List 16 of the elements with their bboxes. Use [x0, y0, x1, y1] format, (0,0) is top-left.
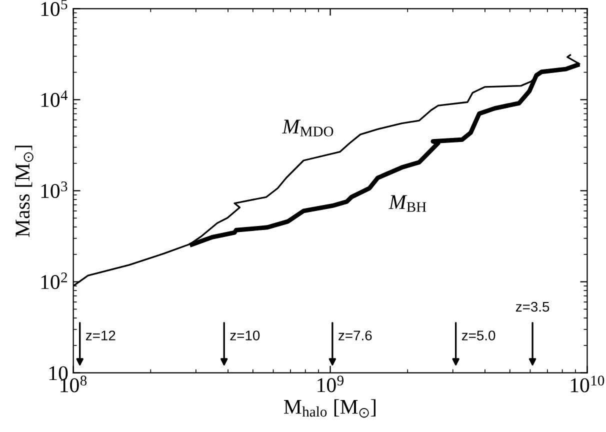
y-tick-label: 10$^{3}$ [41, 182, 68, 198]
y-tick-label: 10$^{4}$ [41, 90, 68, 107]
annotation: z=12 [86, 330, 116, 340]
annotation: z=3.5 [516, 302, 550, 312]
series-label: M$_{BH}$ [388, 195, 426, 212]
y-tick-label: 10$^{2}$ [41, 272, 67, 290]
x-tick-label: 10$^{9}$ [318, 376, 344, 392]
y-axis-title: Mass [M$_{⊙}$] [14, 146, 34, 237]
annotation: z=10 [230, 330, 260, 340]
annotation: z=5.0 [462, 330, 496, 340]
series-label: M$_{MDO}$ [282, 120, 334, 136]
y-tick-label: 10$^{5}$ [41, 0, 68, 16]
x-tick-label: 10$^{10}$ [570, 376, 604, 392]
y-tick-label: 10 [49, 366, 68, 380]
x-axis-title: M$_{halo}$ [M$_{⊙}$] [284, 399, 376, 418]
annotation: z=7.6 [338, 330, 372, 340]
